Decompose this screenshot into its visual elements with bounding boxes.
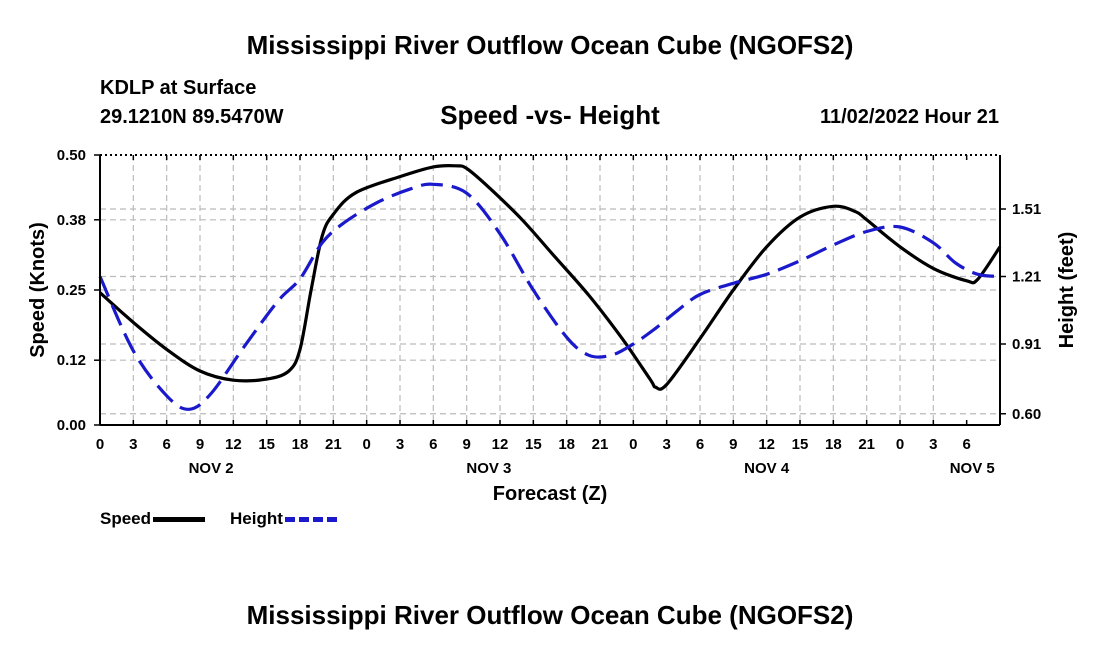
legend-height-swatch	[284, 516, 337, 522]
x-tick-label: 3	[929, 436, 937, 453]
y2-tick-label: 0.60	[1012, 406, 1041, 423]
y-tick-label: 0.38	[57, 212, 86, 229]
x-tick-label: 3	[662, 436, 670, 453]
x-tick-label: 0	[896, 436, 904, 453]
x-tick-label: 6	[962, 436, 970, 453]
series-lines	[98, 163, 1002, 411]
y-tick-label: 0.25	[57, 282, 86, 299]
forecast-datetime: 11/02/2022 Hour 21	[819, 106, 999, 128]
legend-height-label: Height	[230, 509, 283, 528]
x-axis-title: Forecast (Z)	[493, 483, 607, 505]
coordinates-label: 29.1210N 89.5470W	[100, 106, 284, 128]
x-tick-label: 9	[729, 436, 737, 453]
x-tick-label: 6	[429, 436, 437, 453]
speed-series-line	[98, 163, 1002, 391]
x-tick-label: 0	[96, 436, 104, 453]
day-label: NOV 4	[744, 460, 790, 477]
x-tick-label: 21	[592, 436, 609, 453]
height-series-line	[98, 182, 1001, 411]
y-axis-title: Speed (Knots)	[27, 222, 49, 358]
y-tick-label: 0.00	[57, 417, 86, 434]
x-tick-label: 6	[162, 436, 170, 453]
x-tick-label: 0	[362, 436, 370, 453]
x-tick-label: 21	[858, 436, 875, 453]
y2-axis-title: Height (feet)	[1056, 232, 1078, 349]
chart-subtitle: Speed -vs- Height	[440, 100, 660, 130]
x-tick-label: 9	[462, 436, 470, 453]
legend-speed: Speed	[100, 509, 206, 529]
x-tick-label: 0	[629, 436, 637, 453]
axes	[94, 154, 1006, 426]
x-tick-label: 18	[825, 436, 842, 453]
y2-tick-label: 1.21	[1012, 269, 1041, 286]
x-tick-label: 3	[396, 436, 404, 453]
axis-labels: 0 3 6 9 12 15 18 21 0 3 6 9 12 15 18 21 0 3 6 9 12 15 18 21 0 3 6 0…	[27, 147, 1078, 505]
x-tick-label: 3	[129, 436, 137, 453]
x-tick-label: 15	[258, 436, 275, 453]
x-tick-label: 21	[325, 436, 342, 453]
y-tick-label: 0.12	[57, 352, 86, 369]
x-tick-label: 12	[225, 436, 242, 453]
y-tick-label: 0.50	[57, 147, 86, 164]
x-tick-label: 9	[196, 436, 204, 453]
day-label: NOV 5	[950, 460, 995, 477]
y2-tick-label: 0.91	[1012, 336, 1041, 353]
x-tick-label: 12	[758, 436, 775, 453]
chart-title-repeat: Mississippi River Outflow Ocean Cube (NG…	[246, 600, 854, 630]
y2-tick-label: 1.51	[1012, 201, 1041, 218]
day-label: NOV 2	[189, 460, 234, 477]
x-tick-label: 15	[792, 436, 809, 453]
station-label: KDLP at Surface	[100, 77, 257, 99]
chart-title: Mississippi River Outflow Ocean Cube (NG…	[246, 30, 854, 60]
legend-speed-label: Speed	[100, 509, 152, 528]
x-tick-label: 12	[492, 436, 509, 453]
legend-speed-swatch	[153, 516, 206, 522]
x-tick-label: 15	[525, 436, 542, 453]
x-tick-label: 18	[558, 436, 575, 453]
day-label: NOV 3	[466, 460, 511, 477]
grid	[100, 155, 1000, 425]
x-tick-label: 6	[696, 436, 704, 453]
x-tick-label: 18	[292, 436, 309, 453]
legend-height: Height	[230, 509, 337, 529]
